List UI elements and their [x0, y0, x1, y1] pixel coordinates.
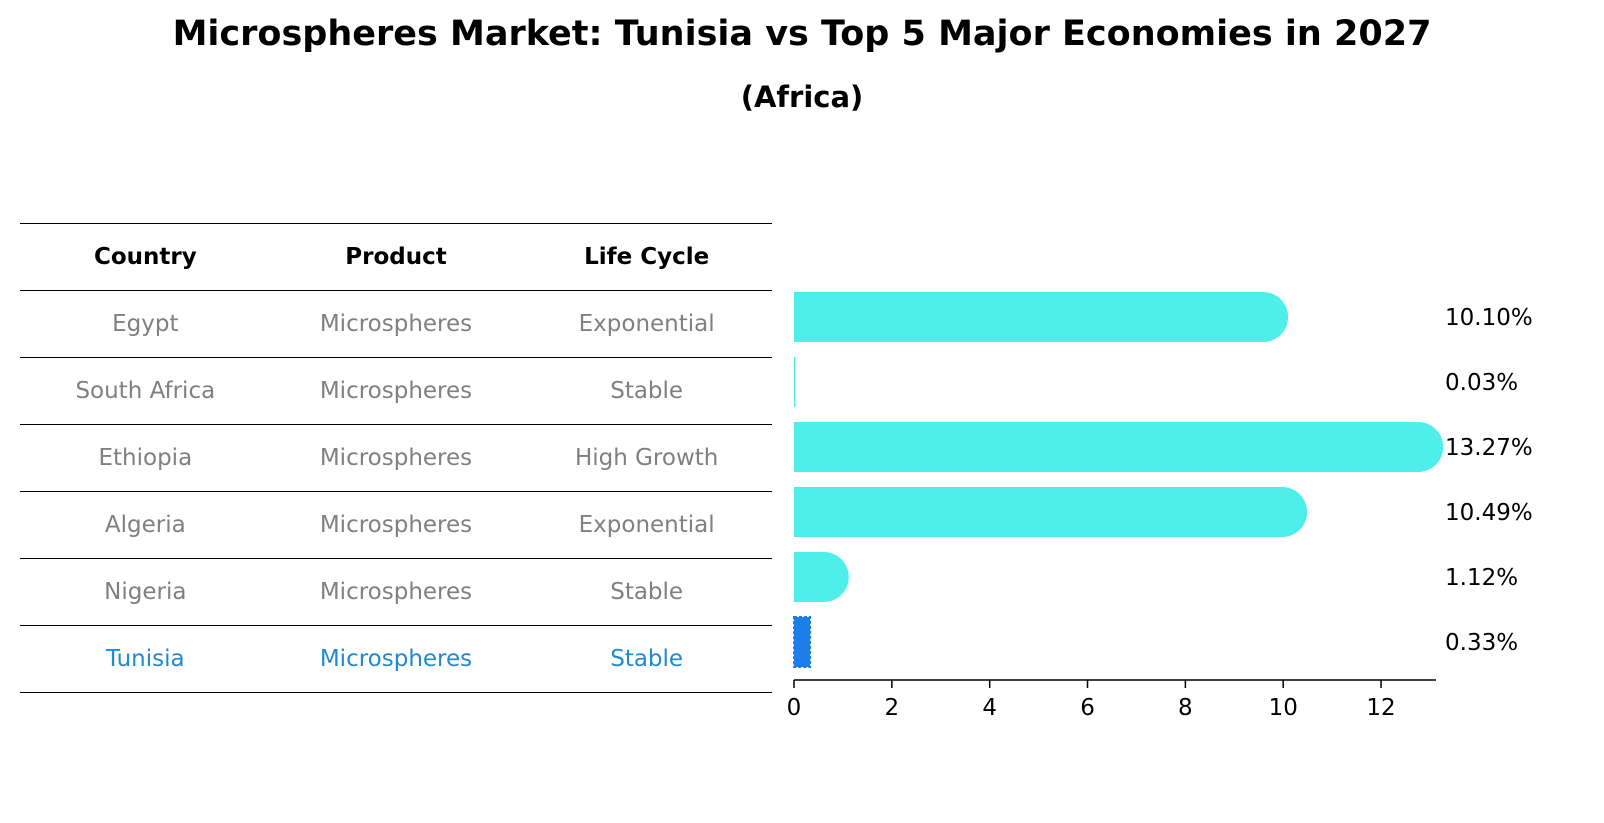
cell-life-cycle: Stable	[521, 357, 772, 425]
value-label: 1.12%	[1445, 565, 1518, 591]
bar-south-africa	[794, 357, 796, 407]
x-tick-label: 10	[1269, 695, 1298, 721]
bar-tunisia	[793, 616, 812, 668]
bar-chart: 10.10% 0.03% 13.27% 10.49% 1.12% 0.33% 0 2 4 6 8 10…	[787, 292, 1533, 721]
header-country: Country	[20, 223, 271, 291]
table-row: Algeria Microspheres Exponential	[20, 491, 772, 559]
cell-country: Algeria	[20, 491, 271, 559]
value-label: 10.10%	[1445, 305, 1533, 331]
value-label: 10.49%	[1445, 500, 1533, 526]
x-tick-label: 12	[1366, 695, 1395, 721]
table-row-highlight: Tunisia Microspheres Stable	[20, 625, 772, 693]
cell-life-cycle: Stable	[521, 625, 772, 693]
table-row: South Africa Microspheres Stable	[20, 357, 772, 425]
cell-country: Tunisia	[20, 625, 271, 693]
x-tick-label: 6	[1080, 695, 1095, 721]
table-row: Ethiopia Microspheres High Growth	[20, 424, 772, 492]
cell-product: Microspheres	[270, 357, 522, 425]
x-tick-label: 0	[787, 695, 802, 721]
value-label: 13.27%	[1445, 435, 1533, 461]
cell-life-cycle: Stable	[521, 558, 772, 626]
cell-life-cycle: Exponential	[521, 290, 772, 358]
value-label: 0.33%	[1445, 630, 1518, 656]
table-row: Nigeria Microspheres Stable	[20, 558, 772, 626]
value-label: 0.03%	[1445, 370, 1518, 396]
header-product: Product	[270, 223, 522, 291]
cell-product: Microspheres	[270, 424, 522, 492]
chart-title: Microspheres Market: Tunisia vs Top 5 Ma…	[172, 14, 1432, 54]
table-row: Egypt Microspheres Exponential	[20, 290, 772, 358]
data-table: Country Product Life Cycle Egypt Microsp…	[20, 223, 772, 693]
table-header-row: Country Product Life Cycle	[20, 223, 772, 291]
cell-life-cycle: High Growth	[521, 424, 772, 492]
cell-country: Ethiopia	[20, 424, 271, 492]
bar-ethiopia	[794, 422, 1444, 472]
cell-product: Microspheres	[270, 491, 522, 559]
cell-country: Nigeria	[20, 558, 271, 626]
cell-country: South Africa	[20, 357, 271, 425]
cell-life-cycle: Exponential	[521, 491, 772, 559]
x-tick-label: 2	[885, 695, 900, 721]
x-tick-label: 4	[982, 695, 997, 721]
chart-subtitle: (Africa)	[740, 80, 864, 114]
x-tick-label: 8	[1178, 695, 1193, 721]
cell-product: Microspheres	[270, 625, 522, 693]
cell-product: Microspheres	[270, 558, 522, 626]
cell-country: Egypt	[20, 290, 271, 358]
bar-egypt	[794, 292, 1289, 342]
bar-nigeria	[794, 552, 849, 602]
cell-product: Microspheres	[270, 290, 522, 358]
bar-algeria	[794, 487, 1308, 537]
header-life-cycle: Life Cycle	[521, 223, 772, 291]
